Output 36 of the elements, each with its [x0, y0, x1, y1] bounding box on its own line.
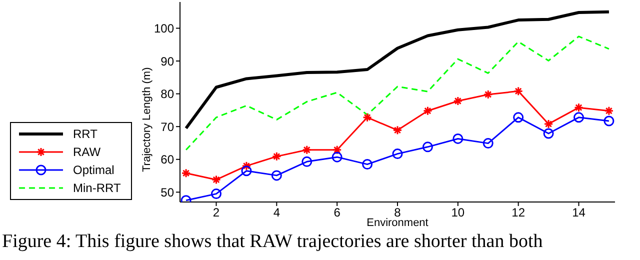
- point: [271, 170, 282, 181]
- point: [211, 188, 222, 200]
- y-axis-title: Trajectory Length (m): [140, 67, 153, 172]
- y-tick-label: 60: [160, 152, 174, 167]
- x-tick-label: 10: [451, 206, 465, 220]
- legend-label: RAW: [73, 145, 101, 159]
- point: [241, 166, 252, 176]
- point: [452, 133, 464, 144]
- x-tick-label: 8: [394, 206, 402, 220]
- point: [482, 138, 494, 149]
- line-series: [185, 36, 610, 151]
- x-tick-label: 4: [273, 206, 280, 220]
- y-tick-label: 50: [160, 185, 174, 200]
- point: [302, 156, 312, 167]
- line-series: [184, 10, 610, 130]
- point: [332, 152, 342, 162]
- x-tick-label: 6: [334, 206, 341, 220]
- y-tick-label: 70: [160, 120, 174, 134]
- legend-label: Optimal: [73, 163, 114, 177]
- caption: Figure 4: This figure shows that RAW trajectories are shorter than both: [2, 231, 543, 253]
- y-tick-label: 80: [160, 87, 174, 102]
- y-tick-label: 90: [160, 54, 174, 68]
- point: [543, 128, 554, 139]
- x-tick-label: 2: [212, 206, 220, 220]
- point: [604, 116, 614, 126]
- point: [362, 159, 373, 170]
- x-axis-title: Environment: [366, 217, 428, 229]
- legend-label: Min-RRT: [73, 181, 121, 195]
- x-tick-label: 12: [512, 206, 526, 220]
- legend-label: RRT: [73, 127, 98, 141]
- x-tick-label: 14: [572, 206, 586, 220]
- point: [574, 112, 584, 123]
- y-tick-label: 100: [154, 21, 174, 36]
- point: [513, 112, 524, 123]
- point: [392, 148, 403, 160]
- point: [422, 142, 433, 152]
